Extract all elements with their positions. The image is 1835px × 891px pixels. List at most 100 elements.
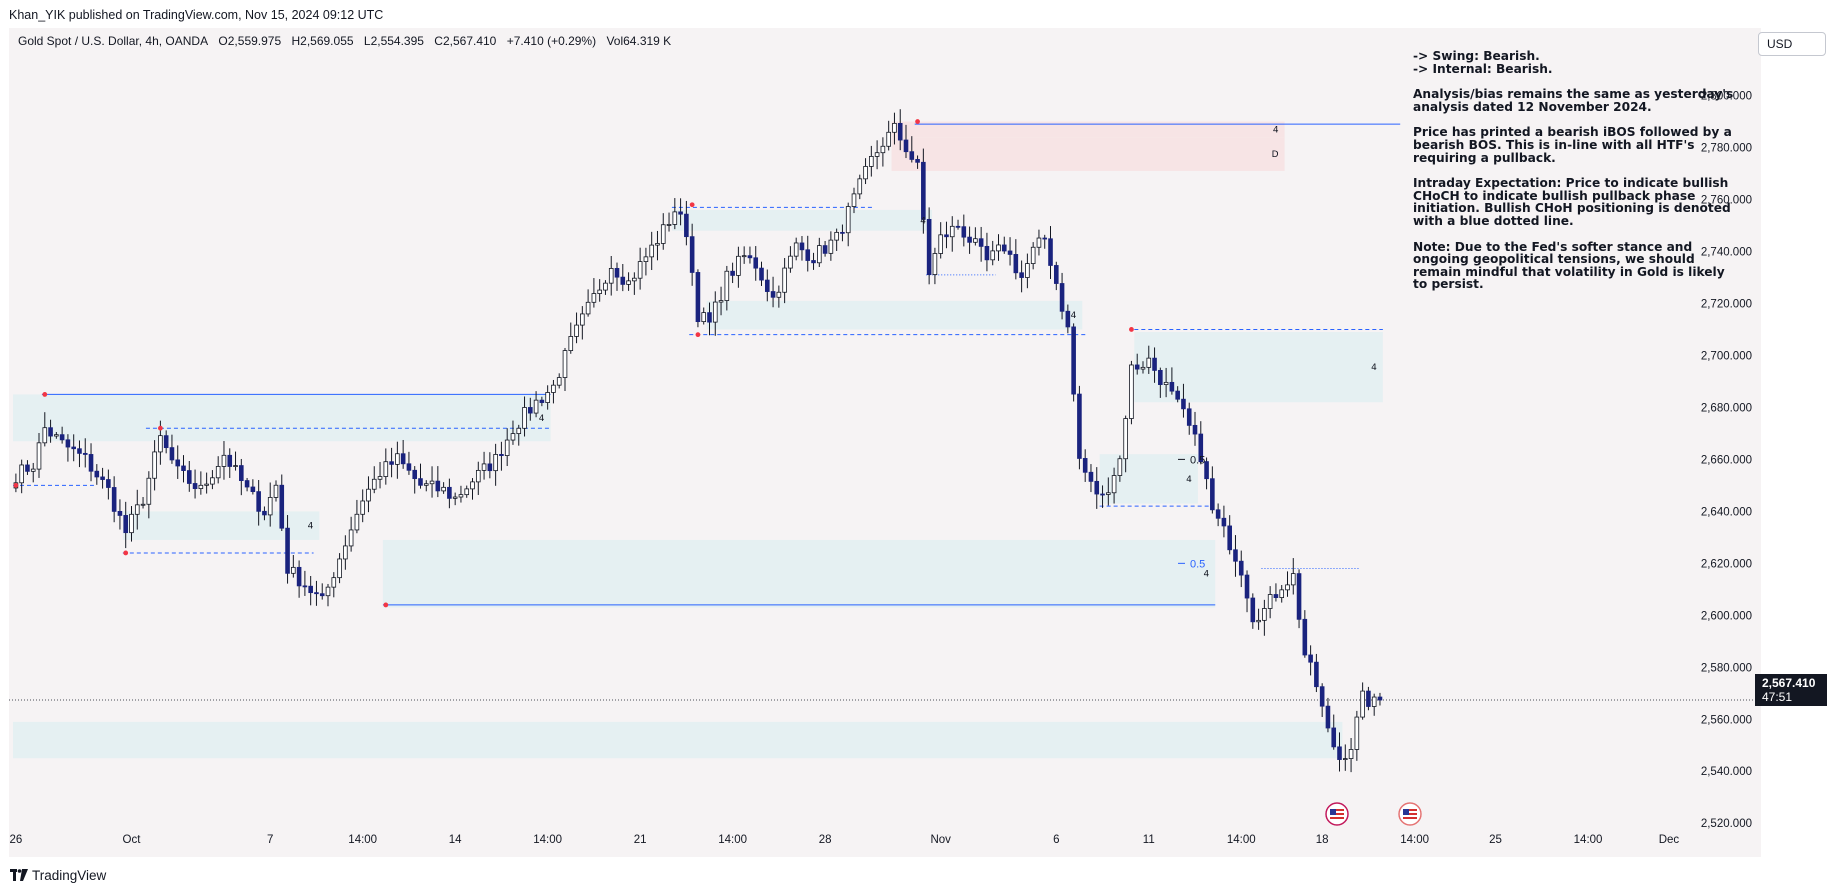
supply-zone [891,137,1285,171]
bullish-candle [204,483,209,486]
bearish-candle [1302,618,1308,656]
us-flag-event-icon[interactable] [1325,802,1349,826]
zones-layer [13,121,1383,759]
bearish-candle [1013,254,1019,274]
bearish-candle [921,161,926,220]
x-axis-tick-label: 14:00 [718,834,747,846]
bearish-candle [1337,746,1342,760]
bullish-candle [354,513,360,531]
bearish-candle [978,238,984,247]
bullish-candle [504,439,510,456]
symbol-name[interactable]: Gold Spot / U.S. Dollar, 4h, OANDA [18,34,209,48]
bullish-candle [233,465,238,467]
bearish-candle [915,159,920,163]
x-axis-tick-label: 6 [1053,834,1059,846]
bullish-candle [834,231,839,241]
bullish-candle [701,312,707,323]
bearish-candle [1001,244,1007,252]
chart-area[interactable]: 4 4 4 4 4 4 4 4 D 0.5 0.5 2,520.000 2,540.000 2,560.… [9,28,1761,857]
bearish-candle [539,399,545,403]
footer: TradingView [0,857,1835,891]
y-axis-tick-label: 2,660.000 [1701,454,1752,466]
bullish-candle [343,545,348,560]
bearish-candle [944,234,949,238]
bullish-candle [724,270,730,301]
bearish-candle [1198,433,1204,462]
bearish-candle [961,226,967,238]
bullish-candle [371,478,377,490]
bearish-candle [1331,727,1337,748]
bearish-candle [1221,517,1227,527]
bullish-candle [938,234,943,254]
y-axis-tick-label: 2,560.000 [1701,714,1752,726]
bullish-candle [863,166,868,180]
candles-layer [13,109,1383,773]
bullish-candle [510,433,516,441]
axes-layer: 2,520.000 2,540.000 2,560.000 2,580.000 2,60… [9,91,1752,846]
bullish-candle [1123,418,1128,460]
swing-point-marker [157,425,163,431]
tradingview-logo[interactable]: TradingView [10,867,106,883]
bullish-candle [1163,381,1169,385]
bullish-candle [152,451,157,479]
bullish-candle [267,497,273,516]
volume-value: Vol64.319 K [606,34,672,48]
bearish-candle [94,470,100,478]
bearish-candle [1273,594,1279,598]
bullish-candle [932,253,938,275]
bearish-candle [48,427,53,437]
bullish-candle [198,484,204,489]
bullish-candle [568,336,574,351]
x-axis-tick-label: 28 [819,834,832,846]
bullish-candle [360,500,365,515]
bearish-candle [684,213,689,238]
currency-selector[interactable]: USD [1758,32,1826,56]
bearish-candle [897,122,903,141]
bullish-candle [1360,690,1365,718]
bearish-candle [822,245,828,254]
bullish-candle [845,206,851,234]
bearish-candle [1077,393,1082,459]
bullish-candle [892,122,897,133]
bearish-candle [1233,549,1238,562]
publisher-text: Khan_YIK published on TradingView.com, N… [9,8,384,22]
bullish-candle [273,484,279,498]
bearish-candle [285,527,290,574]
bullish-candle [672,211,678,225]
bullish-candle [30,468,36,472]
demand-zone [671,209,933,231]
demand-zone [382,539,1216,608]
bearish-candle [1100,493,1105,496]
bullish-candle [626,280,631,285]
bearish-candle [308,585,313,594]
y-axis-tick-label: 2,800.000 [1701,91,1752,103]
bearish-candle [1094,480,1100,495]
bullish-candle [782,267,787,293]
bullish-candle [210,477,215,485]
bullish-candle [158,435,163,453]
price-chart[interactable]: 4 4 4 4 4 4 4 4 D 0.5 0.5 2,520.000 2,540.000 2,560.… [9,28,1761,857]
bearish-candle [1053,265,1059,284]
bearish-candle [192,483,198,489]
bullish-candle [1111,475,1117,494]
bullish-candle [632,277,637,282]
bearish-candle [406,463,412,471]
bearish-candle [302,585,308,588]
bullish-candle [493,454,498,472]
x-axis-tick-label: 14 [449,834,462,846]
bearish-candle [1296,573,1302,620]
bullish-candle [325,586,331,597]
bearish-candle [695,272,701,323]
bullish-candle [1262,608,1267,621]
bearish-candle [400,453,406,465]
bearish-candle [447,486,452,499]
bullish-candle [666,224,672,226]
us-flag-event-icon[interactable] [1398,802,1422,826]
bullish-candle [54,434,59,437]
bullish-candle [1285,584,1290,591]
bullish-candle [1371,696,1377,707]
bullish-candle [19,464,24,484]
bullish-candle [649,244,654,258]
bullish-candle [464,488,470,496]
bearish-candle [65,439,71,448]
